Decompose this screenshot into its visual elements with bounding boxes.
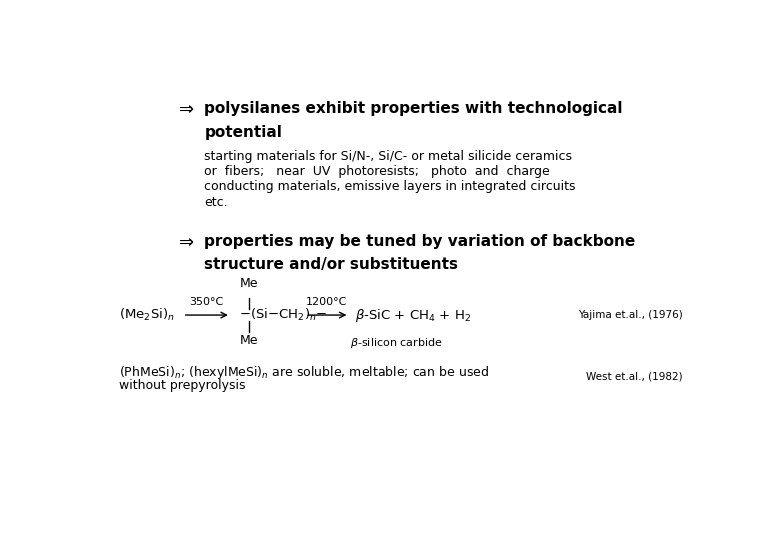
Text: without prepyrolysis: without prepyrolysis: [119, 379, 246, 392]
Text: etc.: etc.: [204, 195, 228, 208]
Text: or  fibers;   near  UV  photoresists;   photo  and  charge: or fibers; near UV photoresists; photo a…: [204, 165, 550, 178]
Text: structure and/or substituents: structure and/or substituents: [204, 257, 459, 272]
Text: West et.al., (1982): West et.al., (1982): [586, 372, 682, 381]
Text: ⇒: ⇒: [179, 101, 194, 119]
Text: properties may be tuned by variation of backbone: properties may be tuned by variation of …: [204, 234, 636, 249]
Text: Me: Me: [239, 276, 258, 289]
Text: polysilanes exhibit properties with technological: polysilanes exhibit properties with tech…: [204, 101, 623, 116]
Text: (PhMeSi)$_n$; (hexylMeSi)$_n$ are soluble, meltable; can be used: (PhMeSi)$_n$; (hexylMeSi)$_n$ are solubl…: [119, 363, 489, 381]
Text: conducting materials, emissive layers in integrated circuits: conducting materials, emissive layers in…: [204, 180, 576, 193]
Text: starting materials for Si/N-, Si/C- or metal silicide ceramics: starting materials for Si/N-, Si/C- or m…: [204, 150, 573, 163]
Text: $\beta$-silicon carbide: $\beta$-silicon carbide: [349, 336, 442, 350]
Text: $-$(Si$-$CH$_2$)$_n$$-$: $-$(Si$-$CH$_2$)$_n$$-$: [239, 307, 327, 323]
Text: 350°C: 350°C: [190, 298, 224, 307]
Text: Yajima et.al., (1976): Yajima et.al., (1976): [578, 310, 682, 320]
Text: (Me$_2$Si)$_n$: (Me$_2$Si)$_n$: [119, 307, 175, 323]
Text: $\beta$-SiC + CH$_4$ + H$_2$: $\beta$-SiC + CH$_4$ + H$_2$: [355, 307, 471, 323]
Text: 1200°C: 1200°C: [307, 298, 348, 307]
Text: potential: potential: [204, 125, 282, 140]
Text: ⇒: ⇒: [179, 234, 194, 252]
Text: Me: Me: [239, 334, 258, 347]
